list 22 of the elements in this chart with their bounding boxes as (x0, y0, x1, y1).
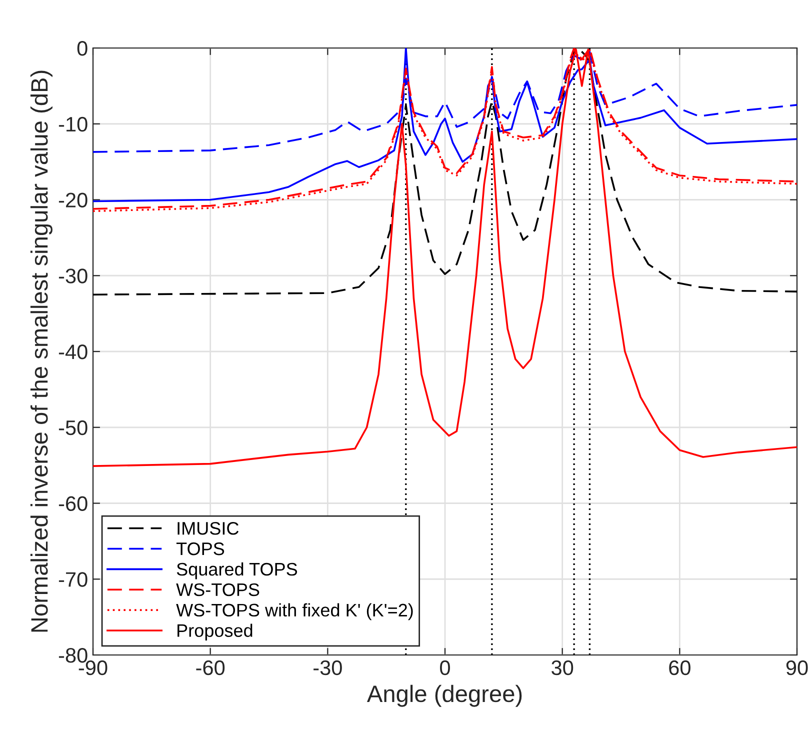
y-tick-label: -50 (58, 420, 88, 436)
legend-label: Proposed (178, 624, 252, 641)
x-tick-label: 30 (552, 660, 574, 676)
x-axis-title: Angle (degree) (366, 684, 522, 707)
x-tick-label: 90 (786, 660, 808, 676)
y-tick-label: -60 (58, 496, 88, 512)
y-tick-label: 0 (77, 41, 88, 56)
x-tick-label: 60 (669, 660, 690, 676)
legend-label: WS-TOPS (176, 583, 260, 596)
x-tick-label: 0 (440, 660, 450, 676)
y-tick-label: -30 (58, 268, 88, 284)
legend-label: TOPS (176, 542, 224, 556)
y-tick-label: -20 (58, 192, 88, 208)
x-tick-label: -30 (314, 660, 342, 676)
legend-label: WS-TOPS with fixed K' (K'=2) (176, 603, 413, 620)
legend-label: IMUSIC (178, 522, 239, 535)
y-tick-label: -40 (58, 344, 88, 360)
x-tick-label: -60 (196, 660, 225, 676)
y-tick-label: -70 (58, 572, 88, 587)
y-tick-label: -10 (58, 116, 88, 132)
legend-label: Squared TOPS (176, 562, 298, 580)
y-axis-title: Normalized inverse of the smallest singular value (dB) (30, 70, 52, 632)
